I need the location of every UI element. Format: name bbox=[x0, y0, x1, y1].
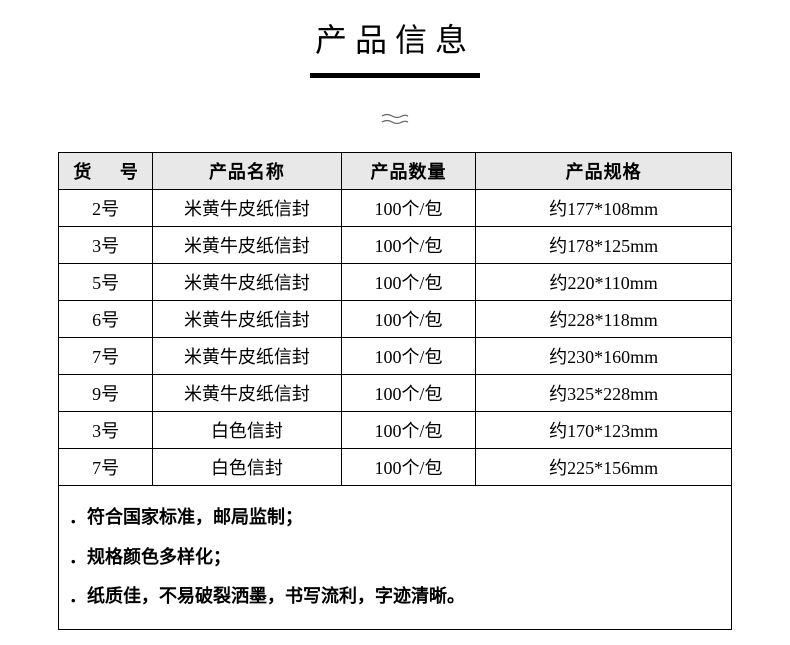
page-title: 产品信息 bbox=[0, 15, 790, 61]
divider-icon bbox=[0, 113, 790, 127]
cell-code: 6号 bbox=[59, 301, 153, 338]
table-row: 7号 白色信封 100个/包 约225*156mm bbox=[59, 449, 732, 486]
table-row: 7号 米黄牛皮纸信封 100个/包 约230*160mm bbox=[59, 338, 732, 375]
cell-qty: 100个/包 bbox=[341, 375, 476, 412]
cell-spec: 约225*156mm bbox=[476, 449, 732, 486]
cell-code: 9号 bbox=[59, 375, 153, 412]
cell-qty: 100个/包 bbox=[341, 338, 476, 375]
cell-spec: 约230*160mm bbox=[476, 338, 732, 375]
table-row: 9号 米黄牛皮纸信封 100个/包 约325*228mm bbox=[59, 375, 732, 412]
table-row: 2号 米黄牛皮纸信封 100个/包 约177*108mm bbox=[59, 190, 732, 227]
cell-qty: 100个/包 bbox=[341, 190, 476, 227]
cell-qty: 100个/包 bbox=[341, 301, 476, 338]
table-body: 2号 米黄牛皮纸信封 100个/包 约177*108mm 3号 米黄牛皮纸信封 … bbox=[59, 190, 732, 630]
note-line-2: ．规格颜色多样化； bbox=[69, 538, 721, 578]
cell-name: 米黄牛皮纸信封 bbox=[153, 264, 341, 301]
table-row: 6号 米黄牛皮纸信封 100个/包 约228*118mm bbox=[59, 301, 732, 338]
cell-name: 米黄牛皮纸信封 bbox=[153, 301, 341, 338]
header-code: 货 号 bbox=[59, 153, 153, 190]
cell-spec: 约220*110mm bbox=[476, 264, 732, 301]
table-row: 3号 白色信封 100个/包 约170*123mm bbox=[59, 412, 732, 449]
cell-spec: 约178*125mm bbox=[476, 227, 732, 264]
header-spec: 产品规格 bbox=[476, 153, 732, 190]
product-info-container: 产品信息 货 号 产品名称 产品数量 产品规格 2号 米黄牛皮纸信封 100个/ bbox=[0, 0, 790, 645]
cell-name: 白色信封 bbox=[153, 449, 341, 486]
cell-code: 7号 bbox=[59, 449, 153, 486]
cell-code: 7号 bbox=[59, 338, 153, 375]
note-line-3: ．纸质佳，不易破裂洒墨，书写流利，字迹清晰。 bbox=[69, 577, 721, 617]
cell-code: 5号 bbox=[59, 264, 153, 301]
table-row: 5号 米黄牛皮纸信封 100个/包 约220*110mm bbox=[59, 264, 732, 301]
table-header-row: 货 号 产品名称 产品数量 产品规格 bbox=[59, 153, 732, 190]
note-line-1: ．符合国家标准，邮局监制； bbox=[69, 498, 721, 538]
table-notes-row: ．符合国家标准，邮局监制； ．规格颜色多样化； ．纸质佳，不易破裂洒墨，书写流利… bbox=[59, 486, 732, 630]
cell-name: 米黄牛皮纸信封 bbox=[153, 227, 341, 264]
cell-code: 2号 bbox=[59, 190, 153, 227]
cell-qty: 100个/包 bbox=[341, 264, 476, 301]
cell-spec: 约325*228mm bbox=[476, 375, 732, 412]
cell-qty: 100个/包 bbox=[341, 227, 476, 264]
cell-spec: 约228*118mm bbox=[476, 301, 732, 338]
header-qty: 产品数量 bbox=[341, 153, 476, 190]
cell-code: 3号 bbox=[59, 227, 153, 264]
notes-cell: ．符合国家标准，邮局监制； ．规格颜色多样化； ．纸质佳，不易破裂洒墨，书写流利… bbox=[59, 486, 732, 630]
cell-name: 米黄牛皮纸信封 bbox=[153, 338, 341, 375]
cell-name: 米黄牛皮纸信封 bbox=[153, 375, 341, 412]
product-table: 货 号 产品名称 产品数量 产品规格 2号 米黄牛皮纸信封 100个/包 约17… bbox=[58, 152, 732, 630]
cell-qty: 100个/包 bbox=[341, 449, 476, 486]
cell-spec: 约170*123mm bbox=[476, 412, 732, 449]
cell-name: 米黄牛皮纸信封 bbox=[153, 190, 341, 227]
title-underline bbox=[310, 73, 480, 78]
cell-spec: 约177*108mm bbox=[476, 190, 732, 227]
cell-code: 3号 bbox=[59, 412, 153, 449]
table-row: 3号 米黄牛皮纸信封 100个/包 约178*125mm bbox=[59, 227, 732, 264]
cell-qty: 100个/包 bbox=[341, 412, 476, 449]
cell-name: 白色信封 bbox=[153, 412, 341, 449]
table-wrapper: 货 号 产品名称 产品数量 产品规格 2号 米黄牛皮纸信封 100个/包 约17… bbox=[0, 152, 790, 630]
header-name: 产品名称 bbox=[153, 153, 341, 190]
